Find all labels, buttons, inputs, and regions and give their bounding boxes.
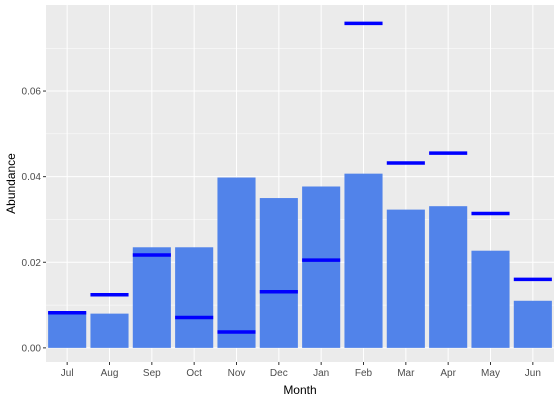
plot-panel (46, 5, 554, 362)
x-tick-label: Jul (61, 368, 74, 379)
bar (132, 247, 171, 348)
bar (259, 198, 298, 348)
x-tick-label: Dec (270, 368, 288, 379)
y-tick-label: 0.06 (22, 87, 42, 98)
bar (513, 300, 552, 348)
x-tick-label: May (481, 368, 500, 379)
bar (429, 206, 468, 348)
x-tick-label: Jan (313, 368, 329, 379)
x-tick-label: Feb (355, 368, 373, 379)
bars (48, 173, 552, 348)
x-tick-label: Oct (186, 368, 202, 379)
y-tick-label: 0.00 (22, 343, 42, 354)
x-axis: Jul Aug Sep Oct Nov Dec Jan Feb Mar Apr May Jun (61, 362, 541, 379)
bar (344, 173, 383, 348)
bar (48, 311, 87, 348)
bar (90, 313, 129, 348)
bar (217, 177, 256, 348)
y-axis-title: Abundance (4, 153, 18, 214)
y-axis: 0.00 0.02 0.04 0.06 (22, 87, 46, 354)
x-axis-title: Month (283, 383, 316, 397)
bar (175, 247, 214, 348)
x-tick-label: Sep (143, 368, 161, 379)
x-tick-label: Apr (440, 368, 456, 379)
bar (302, 186, 341, 348)
bar (471, 250, 510, 348)
bar (386, 209, 425, 348)
x-tick-label: Jun (525, 368, 541, 379)
grid-minor (46, 47, 554, 306)
x-tick-label: Mar (397, 368, 415, 379)
y-tick-label: 0.04 (22, 172, 42, 183)
x-tick-label: Nov (228, 368, 246, 379)
x-tick-label: Aug (101, 368, 119, 379)
markers (48, 21, 552, 334)
y-tick-label: 0.02 (22, 258, 42, 269)
